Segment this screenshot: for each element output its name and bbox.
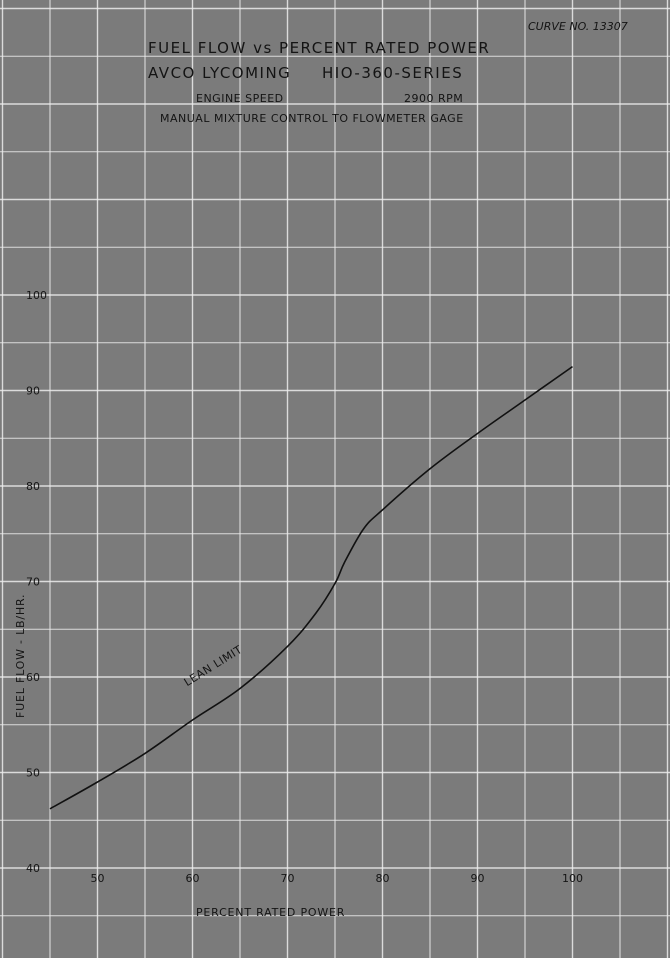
y-tick-label: 80	[26, 480, 40, 493]
x-tick-label: 50	[91, 872, 105, 885]
y-tick-label: 100	[26, 289, 47, 302]
y-tick-label: 90	[26, 385, 40, 398]
y-tick-label: 50	[26, 767, 40, 780]
engine-speed-label: ENGINE SPEED	[196, 92, 284, 105]
x-tick-label: 80	[376, 872, 390, 885]
y-tick-label: 70	[26, 576, 40, 589]
x-tick-label: 100	[562, 872, 583, 885]
mixture-control-note: MANUAL MIXTURE CONTROL TO FLOWMETER GAGE	[160, 112, 464, 125]
engine-manufacturer: AVCO LYCOMING	[148, 64, 291, 82]
fuel-flow-curve	[49, 365, 573, 810]
y-tick-label: 60	[26, 671, 40, 684]
x-tick-label: 70	[281, 872, 295, 885]
chart-title: FUEL FLOW vs PERCENT RATED POWER	[148, 39, 490, 57]
x-tick-labels: 50 60 70 80 90 100	[91, 872, 584, 885]
x-axis-label: PERCENT RATED POWER	[196, 906, 345, 919]
y-axis-label: FUEL FLOW - LB/HR.	[14, 594, 27, 718]
y-tick-labels: 40 50 60 70 80 90 100	[26, 289, 47, 875]
curve-number: CURVE NO. 13307	[528, 20, 628, 33]
x-tick-label: 90	[471, 872, 485, 885]
x-tick-label: 60	[186, 872, 200, 885]
y-tick-label: 40	[26, 862, 40, 875]
engine-series: HIO-360-SERIES	[322, 64, 463, 82]
engine-speed-value: 2900 RPM	[404, 92, 463, 105]
